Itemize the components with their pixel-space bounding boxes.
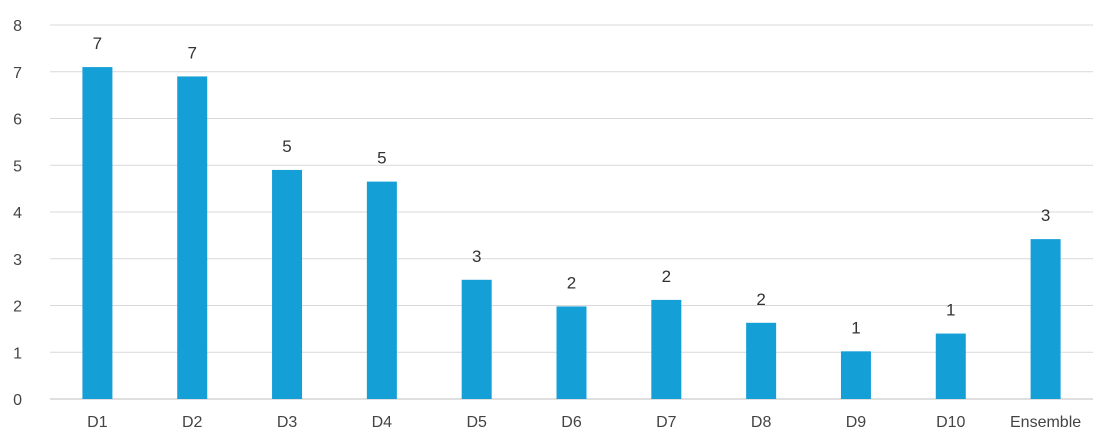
data-label-d4: 5 (377, 149, 386, 168)
data-label-d3: 5 (282, 137, 291, 156)
bar-d9 (840, 351, 871, 399)
bar-d2 (177, 76, 208, 400)
data-label-d7: 2 (662, 267, 671, 286)
data-label-d10: 1 (946, 301, 955, 320)
data-labels: 7 7 5 5 3 2 2 2 1 1 3 (93, 34, 1051, 337)
y-tick-label: 8 (13, 18, 22, 35)
data-label-d9: 1 (851, 318, 860, 337)
bar-d7 (651, 299, 682, 399)
bar-d10 (935, 333, 966, 399)
y-tick-label: 5 (13, 158, 22, 175)
y-tick-label: 6 (13, 112, 22, 129)
y-tick-label: 3 (13, 252, 22, 269)
bar-d8 (746, 322, 777, 399)
category-label-d10: D10 (936, 414, 965, 431)
data-label-d6: 2 (567, 273, 576, 292)
y-tick-label: 0 (13, 392, 22, 409)
data-label-d1: 7 (93, 34, 102, 53)
y-tick-label: 7 (13, 65, 22, 82)
category-label-d1: D1 (87, 414, 108, 431)
category-label-d7: D7 (656, 414, 677, 431)
data-label-d5: 3 (472, 247, 481, 266)
y-tick-label: 2 (13, 299, 22, 316)
data-label-d8: 2 (756, 290, 765, 309)
y-tick-label: 4 (13, 205, 22, 222)
bar-d1 (82, 67, 113, 399)
category-label-d6: D6 (561, 414, 582, 431)
category-label-d5: D5 (466, 414, 487, 431)
bar-ensemble (1030, 239, 1061, 399)
category-label-d9: D9 (846, 414, 867, 431)
bar-d5 (461, 279, 492, 399)
x-axis-categories: D1 D2 D3 D4 D5 D6 D7 D8 D9 D10 Ensemble (87, 414, 1081, 431)
gridlines (50, 24, 1093, 400)
category-label-d3: D3 (277, 414, 298, 431)
bars (82, 67, 1061, 400)
bar-d6 (556, 306, 587, 399)
bar-d3 (272, 169, 303, 399)
data-label-d2: 7 (187, 43, 196, 62)
category-label-d8: D8 (751, 414, 772, 431)
category-label-d2: D2 (182, 414, 203, 431)
category-label-d4: D4 (372, 414, 393, 431)
data-label-ensemble: 3 (1041, 206, 1050, 225)
category-label-ensemble: Ensemble (1010, 414, 1081, 431)
bar-d4 (366, 181, 397, 399)
y-tick-label: 1 (13, 345, 22, 362)
y-axis-ticks: 0 1 2 3 4 5 6 7 8 (13, 18, 22, 409)
